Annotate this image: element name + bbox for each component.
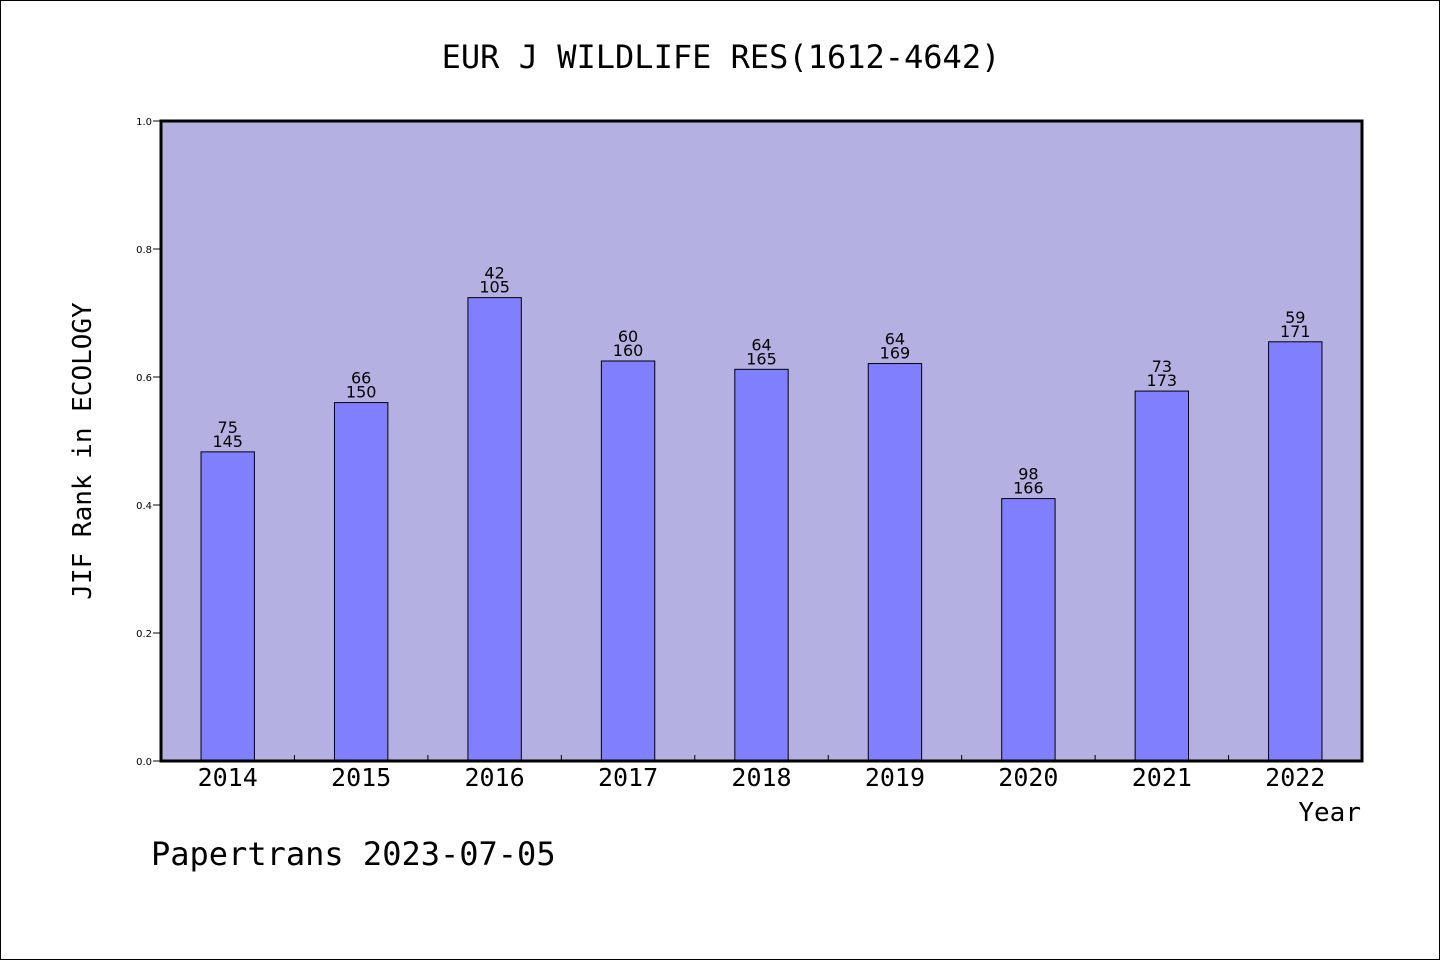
y-tick-label: 0.8 <box>136 245 152 256</box>
x-tick-label-2015: 2015 <box>331 763 391 792</box>
total-label-2021: 173 <box>1147 371 1178 390</box>
total-label-2017: 160 <box>613 341 644 360</box>
bar-2016 <box>467 297 522 762</box>
bar-2020 <box>1001 498 1056 762</box>
plot-border <box>159 119 1364 763</box>
x-tick-label-2016: 2016 <box>465 763 525 792</box>
bar-2018 <box>734 368 789 762</box>
x-tick-label-2021: 2021 <box>1132 763 1192 792</box>
y-axis-label: JIF Rank in ECOLOGY <box>68 302 98 600</box>
rank-label-2017: 60 <box>618 327 638 346</box>
rank-label-2018: 64 <box>751 335 771 354</box>
y-tick-label: 0.6 <box>136 373 152 384</box>
x-axis-label: Year <box>1298 798 1361 828</box>
footer-text: Papertrans 2023-07-05 <box>151 835 556 873</box>
total-label-2018: 165 <box>746 349 777 368</box>
rank-label-2020: 98 <box>1018 465 1038 484</box>
bar-2015 <box>333 402 389 762</box>
x-tick-label-2022: 2022 <box>1265 763 1325 792</box>
x-tick-label-2017: 2017 <box>598 763 658 792</box>
bars-group <box>200 297 1323 762</box>
rank-label-2016: 42 <box>484 264 504 283</box>
chart-title: EUR J WILDLIFE RES(1612-4642) <box>442 38 1001 76</box>
total-label-2015: 150 <box>346 383 377 402</box>
total-label-2014: 145 <box>212 432 243 451</box>
bar-2022 <box>1268 341 1323 762</box>
y-tick-label: 0.0 <box>136 757 152 768</box>
rank-label-2015: 66 <box>351 369 371 388</box>
total-label-2022: 171 <box>1280 322 1311 341</box>
bar-2014 <box>200 451 255 762</box>
axes-group: 2014 2015 2016 2017 2018 2019 2020 2021 2022 0.0 0… <box>136 117 1325 792</box>
rank-label-2019: 64 <box>885 330 905 349</box>
x-tick-label-2020: 2020 <box>998 763 1058 792</box>
y-tick-label: 1.0 <box>136 117 152 128</box>
rank-label-2021: 73 <box>1152 357 1172 376</box>
total-label-2019: 169 <box>880 344 911 363</box>
total-label-2016: 105 <box>479 278 510 297</box>
y-tick-label: 0.2 <box>136 629 152 640</box>
bar-2021 <box>1134 390 1190 762</box>
x-tick-label-2018: 2018 <box>731 763 791 792</box>
x-tick-label-2019: 2019 <box>865 763 925 792</box>
rank-label-2014: 75 <box>218 418 238 437</box>
bar-2017 <box>600 360 656 762</box>
rank-label-2022: 59 <box>1285 308 1305 327</box>
x-tick-label-2014: 2014 <box>198 763 258 792</box>
y-tick-label: 0.4 <box>136 501 152 512</box>
bar-2019 <box>867 363 923 762</box>
total-label-2020: 166 <box>1013 479 1044 498</box>
